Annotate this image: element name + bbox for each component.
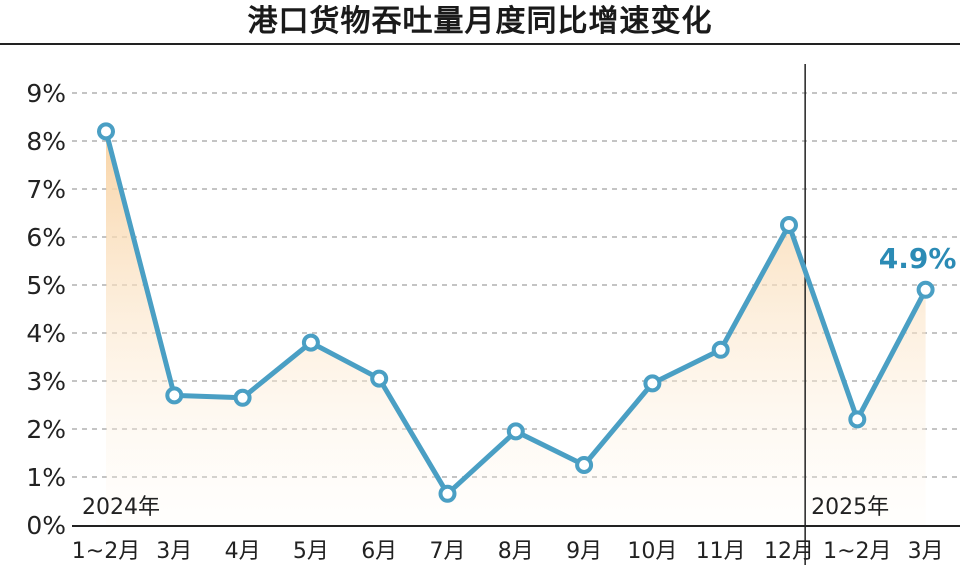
data-point-7 — [575, 456, 594, 474]
data-point-9 — [711, 340, 730, 359]
y-tick-label-2: 2% — [26, 415, 66, 444]
y-tick-label-0: 0% — [26, 511, 66, 540]
x-tick-label-2: 4月 — [225, 539, 261, 564]
data-point-6 — [506, 422, 525, 441]
series-area — [106, 131, 926, 525]
y-tick-label-1: 1% — [26, 463, 66, 492]
data-label-0: 4.9% — [879, 242, 957, 275]
x-tick-label-12: 3月 — [908, 539, 944, 564]
y-tick-label-7: 7% — [26, 175, 66, 204]
y-tick-label-4: 4% — [26, 319, 66, 348]
y-tick-label-6: 6% — [26, 223, 66, 252]
chart-title: 港口货物吞吐量月度同比增速变化 — [247, 4, 713, 39]
x-tick-label-9: 11月 — [696, 539, 746, 564]
data-point-2 — [233, 388, 252, 407]
y-tick-label-9: 9% — [26, 79, 66, 108]
y-tick-label-5: 5% — [26, 271, 66, 300]
data-point-5 — [438, 484, 457, 503]
x-tick-label-8: 10月 — [627, 539, 677, 564]
y-tick-label-3: 3% — [26, 367, 66, 396]
x-tick-label-5: 7月 — [430, 539, 466, 564]
data-point-10 — [780, 216, 798, 234]
x-tick-label-3: 5月 — [293, 539, 329, 564]
data-point-4 — [370, 369, 389, 388]
x-tick-label-1: 3月 — [156, 539, 192, 564]
data-point-12 — [916, 280, 935, 299]
data-point-11 — [848, 410, 867, 429]
data-point-8 — [643, 374, 662, 393]
x-tick-label-10: 12月 — [764, 539, 814, 564]
y-tick-label-8: 8% — [26, 127, 66, 156]
data-point-0 — [97, 122, 115, 141]
x-tick-label-11: 1~2月 — [823, 539, 891, 564]
x-tick-label-7: 9月 — [566, 539, 602, 564]
x-tick-label-6: 8月 — [498, 539, 534, 564]
year-label-0: 2024年 — [82, 495, 160, 520]
x-tick-label-0: 1~2月 — [72, 539, 140, 564]
year-label-1: 2025年 — [811, 495, 889, 520]
data-point-1 — [165, 386, 184, 405]
data-point-3 — [301, 333, 320, 352]
x-tick-label-4: 6月 — [361, 539, 397, 564]
